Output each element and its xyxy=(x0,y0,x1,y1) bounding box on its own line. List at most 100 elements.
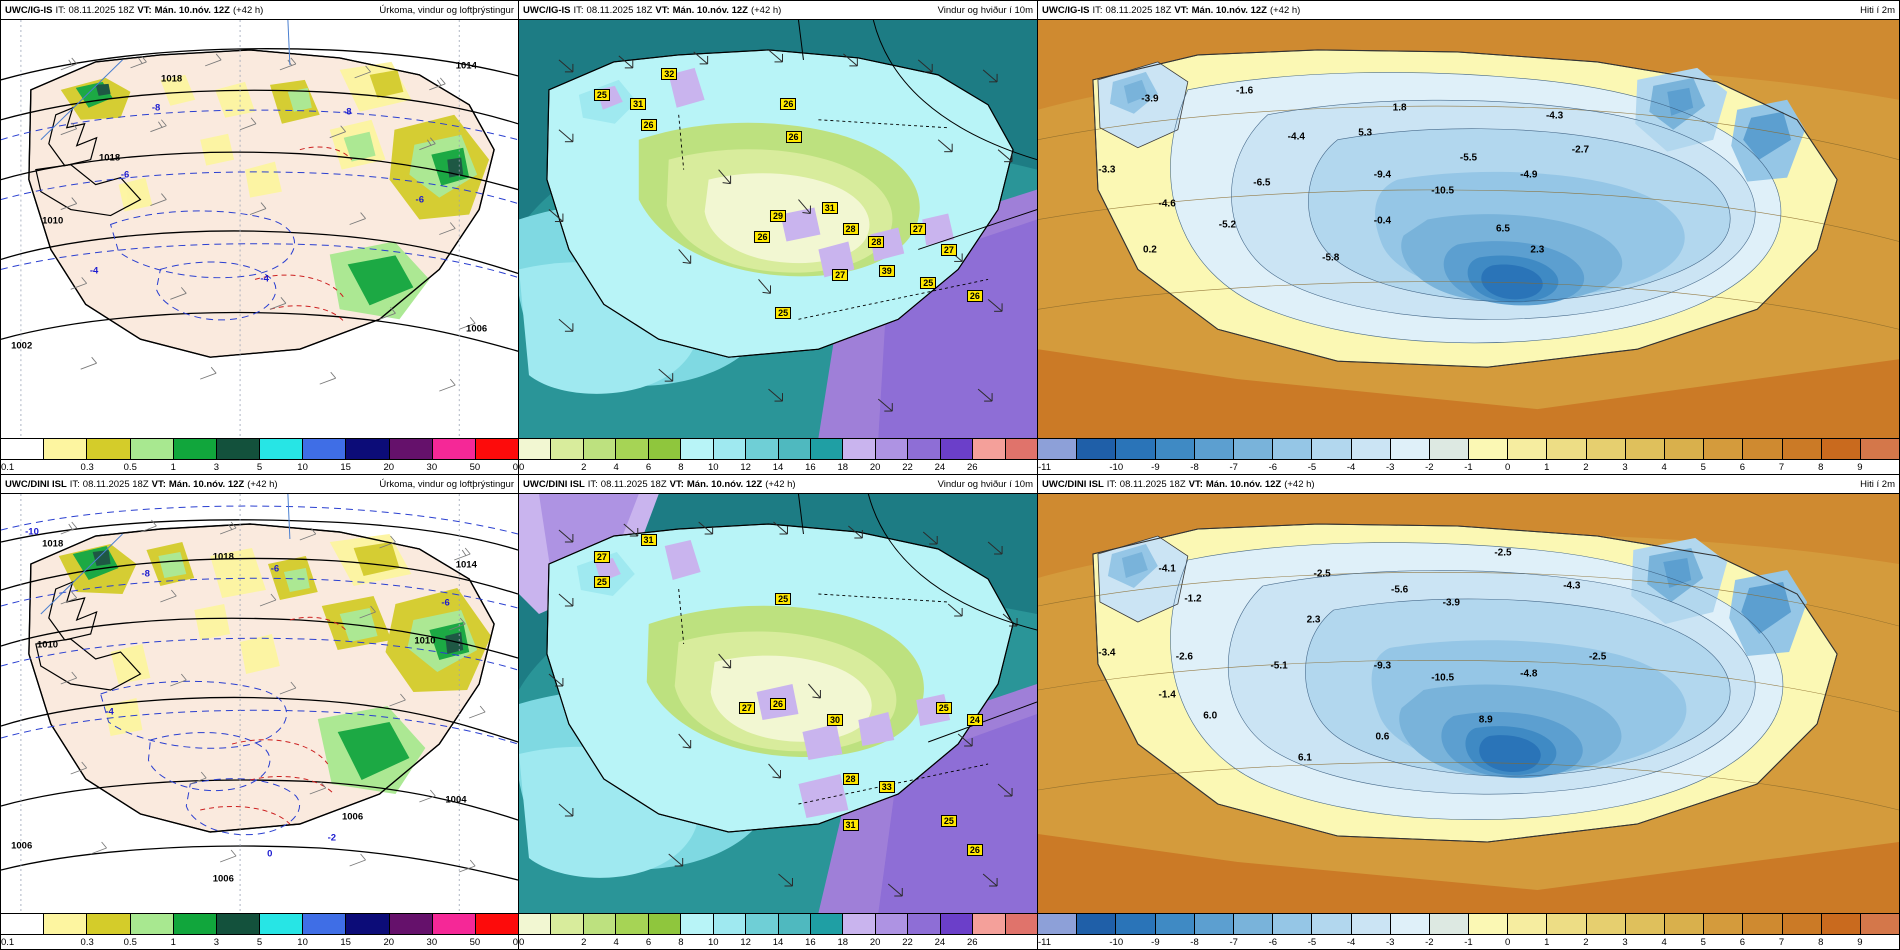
colorbar-tick: 7 xyxy=(1778,462,1785,473)
colorbar-swatch xyxy=(973,439,1006,459)
map-area[interactable]: 27 31 25 25 27 26 30 25 24 28 33 31 25 26 xyxy=(519,494,1037,913)
colorbar-tick: 4 xyxy=(613,462,619,473)
colorbar-tick: 0 xyxy=(1504,462,1511,473)
colorbar-swatch xyxy=(87,914,131,934)
colorbar-tick: 16 xyxy=(805,462,816,473)
colorbar-tick: 15 xyxy=(340,937,351,948)
colorbar-tick: 10 xyxy=(707,462,719,473)
temp-colorbar-bottom[interactable]: -11 -10 -9 -8 -7 -6 -5 -4 -3 -2 -1 0 1 2 3 4 5 6 7 8 9 xyxy=(1038,913,1899,949)
panel-header: UWC/IG-IS IT: 08.11.2025 18Z VT: Mán. 10… xyxy=(519,1,1037,20)
lead-time: (+42 h) xyxy=(232,4,264,16)
colorbar-tick: -11 xyxy=(1038,937,1052,948)
colorbar-swatch xyxy=(260,914,304,934)
colorbar-swatch xyxy=(908,914,941,934)
panel-precip-bottom[interactable]: UWC/DINI ISL IT: 08.11.2025 18Z VT: Mán.… xyxy=(0,475,519,950)
init-label: IT: xyxy=(55,4,66,16)
colorbar-swatch xyxy=(648,439,682,459)
field-name: Úrkoma, vindur og loftþrýstingur xyxy=(379,478,514,490)
field-name: Úrkoma, vindur og loftþrýstingur xyxy=(379,4,514,16)
colorbar-ticks: -11 -10 -9 -8 -7 -6 -5 -4 -3 -2 -1 0 1 2 3 4 5 6 7 8 9 xyxy=(1038,934,1899,949)
colorbar-tick: 8 xyxy=(1818,462,1824,473)
model-name: UWC/IG-IS xyxy=(523,4,571,16)
colorbar-swatch xyxy=(1860,439,1899,459)
colorbar-swatch xyxy=(1821,439,1861,459)
map-area[interactable]: 25 32 31 26 26 26 29 31 28 26 28 27 27 27 39 25 25 26 xyxy=(519,20,1037,438)
temp-map-graphic xyxy=(1038,494,1899,913)
precip-colorbar-bottom[interactable]: 0.1 0.3 0.5 1 3 5 10 15 20 30 50 0 xyxy=(1,913,518,949)
colorbar-swatch xyxy=(616,914,649,934)
colorbar-swatch xyxy=(389,914,433,934)
colorbar-tick: 26 xyxy=(966,462,978,473)
colorbar-tick: -1 xyxy=(1464,462,1473,473)
colorbar-swatch xyxy=(1547,439,1587,459)
precip-colorbar-top[interactable]: 0.1 0.3 0.5 1 3 5 10 15 20 30 50 0 xyxy=(1,438,518,474)
colorbar-tick: 50 xyxy=(469,462,481,473)
colorbar-swatch xyxy=(1782,439,1822,459)
colorbar-tick: -2 xyxy=(1425,462,1434,473)
valid-time: Mán. 10.nóv. 12Z xyxy=(1191,4,1267,16)
panel-wind-bottom[interactable]: UWC/DINI ISL IT: 08.11.2025 18Z VT: Mán.… xyxy=(519,475,1038,950)
colorbar-tick: 4 xyxy=(1661,462,1667,473)
map-area[interactable]: -3.9 -1.6 1.8 -4.3 -4.4 5.3 -5.5 -2.7 -4.9 -3.3 -6… xyxy=(1038,20,1899,438)
colorbar-tick: 8 xyxy=(678,937,684,948)
colorbar-tick: 1 xyxy=(170,462,176,473)
colorbar-swatch xyxy=(973,914,1006,934)
wind-colorbar-bottom[interactable]: 0 2 4 6 8 10 12 14 16 18 20 22 24 26 xyxy=(519,913,1037,949)
map-area[interactable]: -4.1 -2.5 -2.5 -4.3 -5.6 -1.2 -3.9 2.3 -3.4 -2.6-… xyxy=(1038,494,1899,913)
colorbar-swatch xyxy=(1665,914,1705,934)
colorbar-swatch xyxy=(1233,914,1274,934)
colorbar-swatch xyxy=(216,439,261,459)
temp-colorbar-top[interactable]: -11 -10 -9 -8 -7 -6 -5 -4 -3 -2 -1 0 1 2 3 4 5 6 7 8 9 xyxy=(1038,438,1899,474)
temp-map-graphic xyxy=(1038,20,1899,438)
init-label: IT: xyxy=(69,478,80,490)
colorbar-swatch xyxy=(843,439,876,459)
colorbar-tick: 24 xyxy=(934,937,946,948)
valid-time: Mán. 10.nóv. 12Z xyxy=(1205,478,1282,490)
lead-time: (+42 h) xyxy=(1269,4,1301,16)
colorbar-tick: 3 xyxy=(1622,462,1628,473)
panel-temp-top[interactable]: UWC/IG-IS IT: 08.11.2025 18Z VT: Mán. 10… xyxy=(1038,0,1900,475)
colorbar-tick: 30 xyxy=(426,462,438,473)
colorbar-tick: 4 xyxy=(613,937,619,948)
valid-label: VT: xyxy=(137,4,152,16)
lead-time: (+42 h) xyxy=(765,478,796,490)
colorbar-tick: 50 xyxy=(469,937,481,948)
colorbar-tick: -8 xyxy=(1190,937,1199,948)
colorbar-tick: 0 xyxy=(1504,937,1511,948)
colorbar-tick: -9 xyxy=(1151,462,1160,473)
colorbar-swatch xyxy=(1704,439,1744,459)
colorbar-swatch xyxy=(778,439,811,459)
colorbar-tick: 3 xyxy=(213,462,220,473)
colorbar-tick: 14 xyxy=(772,462,784,473)
colorbar-tick-end: 0 xyxy=(512,937,518,948)
colorbar-tick: 2 xyxy=(1583,462,1589,473)
colorbar-swatch xyxy=(1351,914,1391,934)
colorbar-swatch xyxy=(44,914,88,934)
colorbar-swatch xyxy=(1625,914,1665,934)
wind-colorbar-top[interactable]: 0 2 4 6 8 10 12 14 16 18 20 22 24 26 xyxy=(519,438,1037,474)
colorbar-swatch xyxy=(1155,439,1195,459)
panel-wind-top[interactable]: UWC/IG-IS IT: 08.11.2025 18Z VT: Mán. 10… xyxy=(519,0,1038,475)
colorbar-swatch xyxy=(648,914,682,934)
colorbar-tick: -10 xyxy=(1109,462,1124,473)
colorbar-tick: 14 xyxy=(772,937,784,948)
colorbar-swatch xyxy=(746,439,779,459)
map-area[interactable]: 1018 1018 1014 1010 1010 1006 1006 1004 1006 -10-… xyxy=(1,494,518,913)
colorbar-tick: -6 xyxy=(1268,937,1278,948)
colorbar-tick: -11 xyxy=(1038,462,1052,473)
colorbar-swatch xyxy=(1351,439,1391,459)
colorbar-swatch xyxy=(1429,914,1470,934)
colorbar-swatch xyxy=(44,439,88,459)
colorbar-tick: -7 xyxy=(1229,462,1238,473)
colorbar-swatch xyxy=(1508,914,1548,934)
colorbar-tick: 2 xyxy=(581,937,587,948)
panel-temp-bottom[interactable]: UWC/DINI ISL IT: 08.11.2025 18Z VT: Mán.… xyxy=(1038,475,1900,950)
colorbar-ticks: 0.1 0.3 0.5 1 3 5 10 15 20 30 50 0 xyxy=(1,934,518,949)
map-area[interactable]: 1018 1018 1014 1010 1006 1002 -8 -8 -6 -6 -4 -4 xyxy=(1,20,518,438)
colorbar-swatch xyxy=(810,439,844,459)
colorbar-swatches xyxy=(1,914,518,934)
colorbar-tick: 5 xyxy=(1700,462,1706,473)
colorbar-tick: 22 xyxy=(902,462,913,473)
panel-precip-top[interactable]: UWC/IG-IS IT: 08.11.2025 18Z VT: Mán. 10… xyxy=(0,0,519,475)
colorbar-swatch xyxy=(1469,439,1509,459)
